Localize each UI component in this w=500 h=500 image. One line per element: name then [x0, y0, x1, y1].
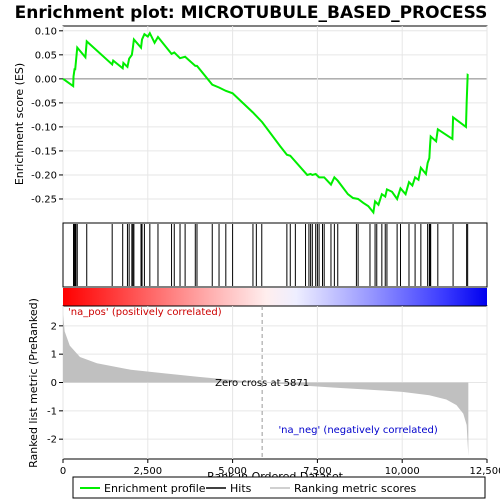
metric-y-tick-label: -2 — [47, 435, 57, 446]
es-panel: 0.10 0.05 0.00 -0.05 -0.10 -0.15 -0.20 -0.25 — [31, 25, 488, 224]
metric-y-tick-label: 0 — [51, 378, 57, 389]
es-y-tick-label: -0.25 — [31, 194, 57, 205]
x-tick-label: 5,000 — [218, 466, 247, 477]
metric-y-tick-label: 2 — [51, 321, 57, 332]
rank-gradient-bar — [63, 288, 487, 306]
metric-axis-label: Ranked list metric (PreRanked) — [27, 298, 40, 468]
es-y-tick-label: -0.05 — [31, 98, 57, 109]
legend: Enrichment profile Hits Ranking metric sco… — [72, 476, 486, 499]
es-y-tick-label: -0.10 — [31, 122, 57, 133]
enrichment-profile-line — [62, 31, 469, 215]
es-y-tick-label: -0.15 — [31, 146, 57, 157]
x-tick-label: 0 — [60, 466, 66, 477]
hits-frame — [62, 222, 488, 288]
legend-label-1: Enrichment profile — [104, 482, 206, 495]
x-tick-label: 12,500 — [470, 466, 500, 477]
x-tick-label: 7,500 — [303, 466, 332, 477]
x-tick-label: 10,000 — [385, 466, 420, 477]
metric-y-tick-label: -1 — [47, 406, 57, 417]
metric-panel: Zero cross at 5871 'na_pos' (positively … — [47, 305, 488, 460]
positive-label: 'na_pos' (positively correlated) — [68, 307, 222, 318]
es-y-tick-label: 0.05 — [35, 50, 57, 61]
es-axis-label: Enrichment score (ES) — [13, 63, 26, 185]
legend-label-3: Ranking metric scores — [294, 482, 416, 495]
negative-label: 'na_neg' (negatively correlated) — [278, 425, 437, 436]
es-y-tick-label: 0.00 — [35, 74, 57, 85]
zero-cross-label: Zero cross at 5871 — [215, 378, 309, 389]
es-y-tick-label: -0.20 — [31, 170, 57, 181]
hits-panel — [62, 222, 488, 288]
ranking-metric-area — [63, 314, 469, 457]
chart-title: Enrichment plot: MICROTUBULE_BASED_PROCE… — [15, 3, 488, 23]
legend-label-2: Hits — [230, 482, 252, 495]
es-y-tick-label: 0.10 — [35, 26, 57, 37]
es-plot-frame — [62, 25, 488, 224]
metric-y-tick-label: 1 — [51, 350, 57, 361]
rank-color-bar — [63, 288, 487, 306]
x-tick-label: 2,500 — [133, 466, 162, 477]
